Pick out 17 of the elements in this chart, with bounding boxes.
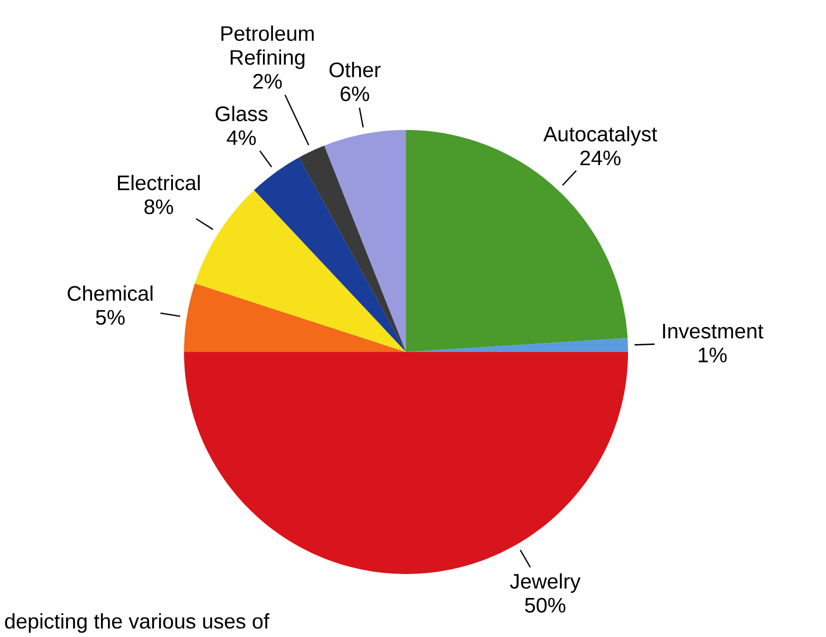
text: depicting the various uses of (5, 613, 270, 633)
data-label: 5% (96, 310, 125, 325)
data-label: 4% (226, 130, 256, 146)
slice-label: Other (330, 62, 381, 78)
slice-label: Investment (663, 324, 764, 338)
slice-label: Glass (216, 106, 268, 122)
slice-label: Jewelry (510, 573, 581, 593)
data-label: 24% (580, 150, 620, 166)
data-label: 50% (525, 598, 566, 613)
slice-label: Autocatalyst (543, 126, 658, 146)
slice-label: Chemical (68, 286, 152, 301)
slice-label: Petroleum Refining (221, 26, 314, 69)
data-label: 2% (253, 74, 282, 89)
data-label: 1% (698, 348, 727, 362)
slice-label: Electrical (118, 174, 200, 190)
data-label: 8% (144, 199, 174, 214)
data-label: 6% (340, 86, 370, 102)
